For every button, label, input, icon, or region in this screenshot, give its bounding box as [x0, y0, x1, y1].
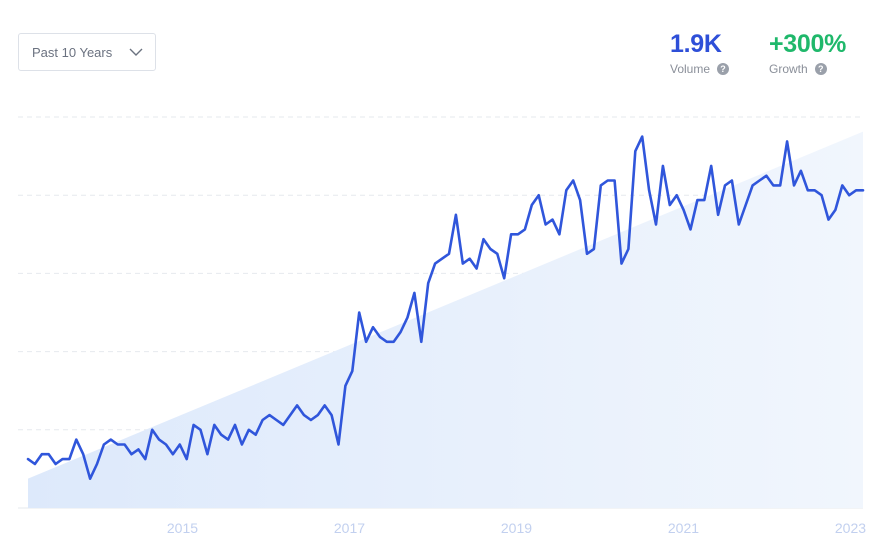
chevron-down-icon	[129, 43, 143, 61]
x-tick-label: 2019	[501, 520, 532, 536]
volume-metric: 1.9K Volume ?	[670, 30, 730, 76]
help-icon[interactable]: ?	[814, 63, 827, 75]
growth-metric: +300% Growth ?	[769, 30, 846, 76]
date-range-label: Past 10 Years	[32, 44, 113, 60]
series-line	[26, 135, 865, 481]
x-tick-label: 2023	[835, 520, 866, 536]
volume-label: Volume	[670, 62, 711, 76]
x-tick-label: 2021	[668, 520, 699, 536]
volume-value: 1.9K	[670, 30, 722, 58]
x-tick-label: 2015	[167, 520, 198, 536]
help-icon[interactable]: ?	[717, 63, 730, 75]
growth-label: Growth	[769, 62, 808, 76]
x-tick-label: 2017	[334, 520, 365, 536]
date-range-dropdown[interactable]: Past 10 Years	[18, 33, 156, 71]
trend-area	[28, 131, 863, 508]
growth-value: +300%	[769, 30, 847, 58]
